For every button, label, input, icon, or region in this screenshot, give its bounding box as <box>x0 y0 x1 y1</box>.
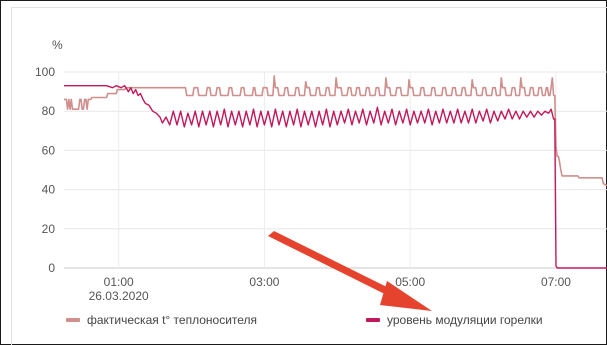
annotation-arrow <box>268 231 432 311</box>
series-line-temperature <box>64 75 607 187</box>
arrow-head <box>380 281 432 311</box>
legend-swatch-modulation <box>366 318 380 322</box>
x-tick-label: 05:00 <box>395 275 425 289</box>
y-tick-label: 100 <box>35 65 55 79</box>
legend-item-modulation[interactable]: уровень модуляции горелки <box>366 312 543 328</box>
legend-label-modulation: уровень модуляции горелки <box>387 313 543 327</box>
x-tick-label: 01:00 <box>104 275 134 289</box>
chart-panel <box>11 7 607 345</box>
y-tick-label: 40 <box>42 183 56 197</box>
legend-item-temperature[interactable]: фактическая t° теплоносителя <box>66 312 257 328</box>
y-tick-label: 60 <box>42 143 56 157</box>
x-tick-date-label: 26.03.2020 <box>89 289 149 303</box>
arrow-shaft <box>268 231 405 302</box>
legend-swatch-temperature <box>66 318 80 322</box>
legend-label-temperature: фактическая t° теплоносителя <box>87 313 258 327</box>
y-axis-unit-label: % <box>52 38 63 52</box>
y-tick-label: 20 <box>42 222 56 236</box>
y-axis-ticks: 0 20 40 60 80 100 <box>35 65 55 275</box>
x-tick-label: 07:00 <box>541 275 571 289</box>
grid-lines <box>64 71 607 269</box>
x-tick-label: 03:00 <box>249 275 279 289</box>
series-line-modulation <box>64 85 607 269</box>
series-lines <box>64 75 607 269</box>
y-tick-label: 0 <box>48 261 55 275</box>
y-tick-label: 80 <box>42 104 56 118</box>
